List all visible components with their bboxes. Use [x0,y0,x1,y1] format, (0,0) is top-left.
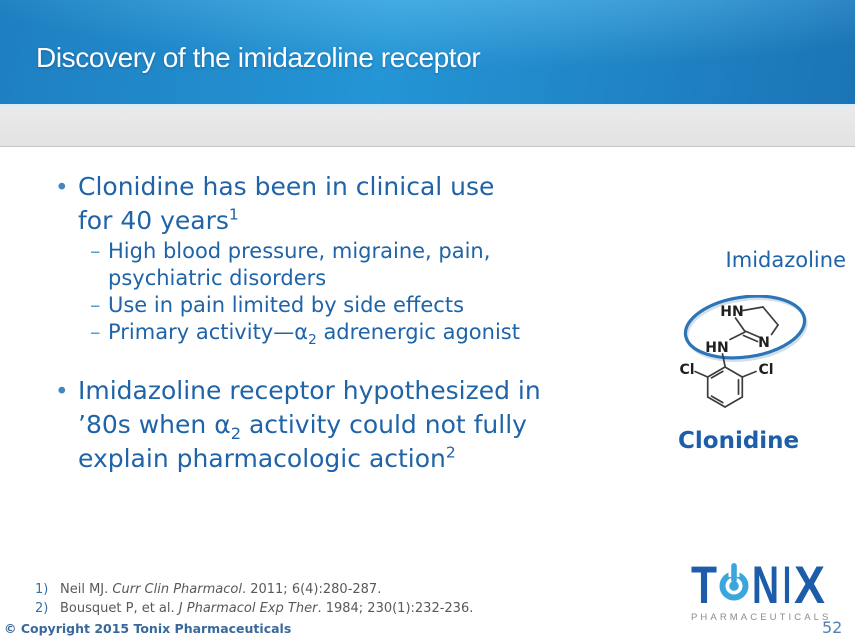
footnote-1: 1) Neil MJ. Curr Clin Pharmacol. 2011; 6… [35,580,473,599]
page-title: Discovery of the imidazoline receptor [36,42,481,73]
alpha2-subscript: 2 [230,424,242,443]
page-number: 52 [822,618,843,637]
imidazoline-label: Imidazoline [725,248,846,272]
footnote-1-authors: Neil MJ. [60,582,113,597]
bond-lines [694,306,779,408]
subbullet-primary-activity: – Primary activity—α2 adrenergic agonist [52,319,652,349]
imidazoline-highlight-ellipse [683,295,807,360]
bullet-list: • Clonidine has been in clinical use for… [52,170,652,476]
subbullet-side-effects-text: Use in pain limited by side effects [108,293,465,317]
footnote-1-journal: Curr Clin Pharmacol [112,582,242,597]
dash-bullet-icon: – [90,239,101,263]
bullet-imidazoline-line3: explain pharmacologic action [78,444,446,473]
logo-subtext: PHARMACEUTICALS [691,612,832,623]
footnote-ref-1: 1 [228,205,239,224]
logo-letter-i: I [783,560,791,606]
power-button-o-icon [719,563,749,601]
subbullet-primary-activity-post: adrenergic agonist [316,320,520,344]
bullet-imidazoline-line1: Imidazoline receptor hypothesized in [78,376,541,405]
subbullet-primary-activity-pre: Primary activity—α [108,320,309,344]
cl-right-label: Cl [758,362,773,378]
footnote-2-text: Bousquet P, et al. J Pharmacol Exp Ther.… [60,599,473,618]
bullet-clonidine: • Clonidine has been in clinical use for… [52,170,652,238]
cl-left-label: Cl [679,362,694,378]
alpha2-subscript: 2 [308,332,317,349]
footnote-ref-2: 2 [445,443,456,462]
logo-letter-t: T [691,560,717,606]
bullet-clonidine-line1: Clonidine has been in clinical use [78,172,495,201]
clonidine-structure-diagram: HN N HN Cl Cl [679,295,808,408]
linker-nh-label: HN [705,340,728,356]
footnote-1-text: Neil MJ. Curr Clin Pharmacol. 2011; 6(4)… [60,580,381,599]
logo-letter-n: N [752,560,779,606]
dash-bullet-icon: – [90,293,101,317]
footnotes: 1) Neil MJ. Curr Clin Pharmacol. 2011; 6… [35,580,473,618]
bullet-clonidine-line2: for 40 years [78,206,229,235]
subbullet-indications-line1: High blood pressure, migraine, pain, [108,239,491,263]
dash-bullet-icon: – [90,320,101,344]
footnote-2-journal: J Pharmacol Exp Ther [178,601,318,616]
tonix-logo: T N I X PHARMACEUTICALS [688,556,832,623]
subbullet-side-effects: – Use in pain limited by side effects [52,292,652,319]
bullet-imidazoline-line2-pre: ’80s when α [78,410,231,439]
clonidine-label: Clonidine [678,428,800,454]
tonix-wordmark: T N I X [691,556,825,615]
footnote-2-citation: . 1984; 230(1):232-236. [317,601,474,616]
bullet-imidazoline-line2-post: activity could not fully [241,410,527,439]
footnote-2-authors: Bousquet P, et al. [60,601,179,616]
ring-nh-label: HN [720,304,743,320]
subbullet-indications-line2: psychiatric disorders [108,266,327,290]
bullet-imidazoline-receptor: • Imidazoline receptor hypothesized in ’… [52,374,652,476]
footnote-2: 2) Bousquet P, et al. J Pharmacol Exp Th… [35,599,473,618]
bullet-dot-icon: • [55,379,69,405]
footnote-1-citation: . 2011; 6(4):280-287. [241,582,382,597]
copyright-text: © Copyright 2015 Tonix Pharmaceuticals [4,621,292,636]
slide-header: Discovery of the imidazoline receptor [0,0,855,107]
ring-n-label: N [758,335,770,351]
bullet-dot-icon: • [55,175,69,201]
footnote-1-number: 1) [35,582,49,597]
header-gray-band [0,107,855,147]
footnote-2-number: 2) [35,601,49,616]
subbullet-indications: – High blood pressure, migraine, pain, p… [52,238,652,292]
logo-letter-x: X [794,560,825,606]
